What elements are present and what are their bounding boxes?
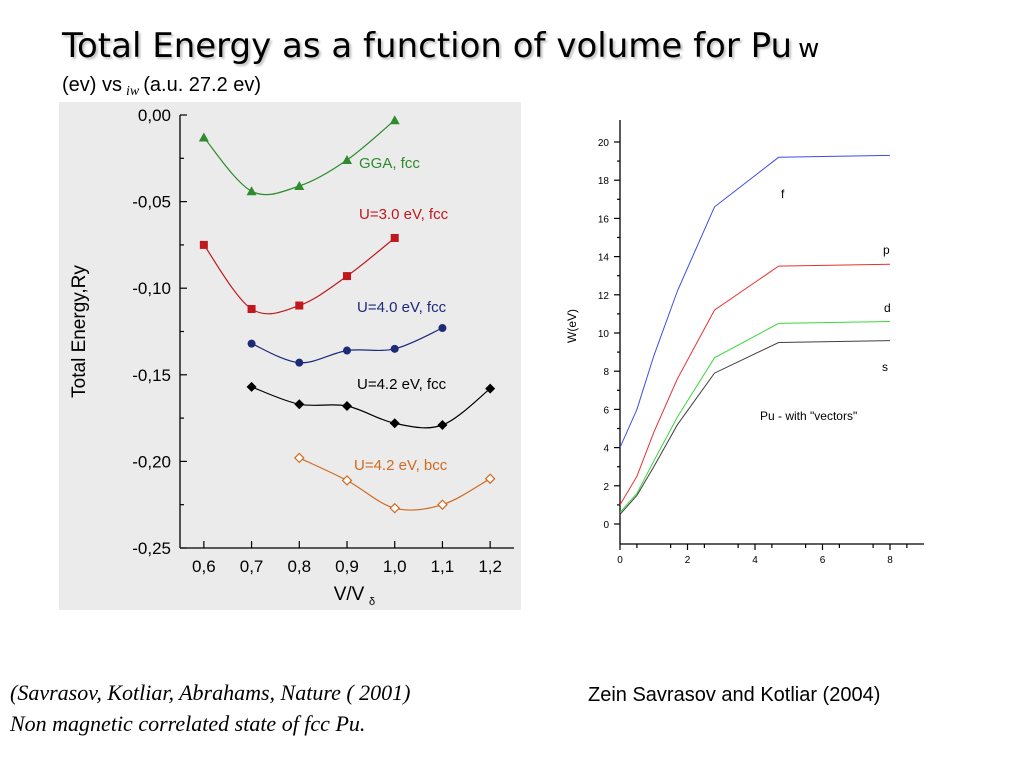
x-axis-title-subscript: δ bbox=[369, 596, 375, 608]
data-point-u-4-0-ev-fcc bbox=[390, 344, 399, 353]
x-axis-title: V/V bbox=[334, 584, 365, 605]
subtitle-pre: (ev) vs bbox=[62, 74, 122, 96]
citation: (Savrasov, Kotliar, Abrahams, Nature ( 2… bbox=[10, 677, 410, 739]
data-point-gga-fcc bbox=[198, 132, 209, 142]
data-point-u-4-0-ev-fcc bbox=[247, 339, 256, 348]
series-line-u-4-2-ev-fcc bbox=[251, 386, 491, 429]
y-axis-title: W(eV) bbox=[565, 309, 579, 343]
x-tick-label: 2 bbox=[685, 555, 691, 566]
plot-background bbox=[59, 102, 521, 610]
y-tick-label: 12 bbox=[598, 291, 610, 302]
energy-volume-chart: 0,00 -0,05 -0,10 -0,15 -0,20 -0,25 0,6 0,7 0,8 0,… bbox=[59, 102, 521, 610]
data-point-u-4-0-ev-fcc bbox=[295, 358, 304, 367]
data-point-u-3-0-ev-fcc bbox=[295, 301, 304, 310]
series-label-u-4-0-ev-fcc: U=4.0 eV, fcc bbox=[357, 299, 447, 316]
y-tick-label: 8 bbox=[603, 367, 609, 378]
data-point-u-3-0-ev-fcc bbox=[343, 272, 351, 281]
data-point-gga-fcc bbox=[389, 115, 400, 125]
data-point-u-4-2-ev-bcc bbox=[293, 452, 305, 464]
x-tick-label: 0,6 bbox=[192, 557, 216, 576]
y-axis-title: Total Energy,Ry bbox=[69, 265, 90, 398]
data-point-u-4-2-ev-fcc bbox=[342, 400, 352, 411]
data-point-u-4-2-ev-fcc bbox=[389, 418, 400, 429]
x-tick-label: 0,7 bbox=[240, 557, 264, 576]
series-label-f: f bbox=[781, 187, 785, 201]
series-label-gga-fcc: GGA, fcc bbox=[359, 155, 420, 172]
data-point-gga-fcc bbox=[246, 186, 257, 196]
y-tick-label: 4 bbox=[603, 444, 609, 455]
data-point-u-3-0-ev-fcc bbox=[247, 304, 256, 313]
data-point-u-4-2-ev-fcc bbox=[246, 381, 257, 392]
y-tick-label: -0,05 bbox=[132, 193, 171, 212]
subtitle-post: (a.u. 27.2 ev) bbox=[143, 74, 262, 96]
y-tick-label: 0,00 bbox=[138, 106, 171, 125]
y-tick-label: -0,20 bbox=[132, 452, 171, 471]
x-tick-label: 8 bbox=[887, 555, 893, 566]
y-tick-label: 16 bbox=[598, 214, 610, 225]
data-point-u-4-2-ev-bcc bbox=[341, 475, 353, 486]
x-tick-label: 0,9 bbox=[335, 557, 359, 576]
y-tick-label: 6 bbox=[603, 405, 609, 416]
y-tick-label: 14 bbox=[598, 253, 610, 264]
y-tick-label: 0 bbox=[603, 520, 609, 531]
data-point-gga-fcc bbox=[342, 155, 352, 165]
y-tick-label: -0,10 bbox=[132, 279, 171, 298]
series-label-p: p bbox=[883, 243, 890, 257]
series-label-u-3-0-ev-fcc: U=3.0 eV, fcc bbox=[359, 206, 449, 223]
x-tick-label: 1,0 bbox=[383, 557, 407, 576]
x-tick-label: 1,2 bbox=[478, 557, 502, 576]
data-point-u-4-2-ev-fcc bbox=[437, 420, 448, 431]
series-line-s bbox=[619, 340, 891, 515]
data-point-u-4-2-ev-bcc bbox=[484, 473, 496, 485]
series-label-s: s bbox=[882, 360, 888, 374]
y-tick-label: 10 bbox=[598, 329, 610, 340]
slide-title-symbol: w bbox=[798, 34, 820, 64]
x-tick-label: 6 bbox=[820, 555, 826, 566]
y-tick-label: 2 bbox=[603, 482, 609, 493]
data-point-u-4-0-ev-fcc bbox=[343, 346, 351, 355]
x-tick-label: 1,1 bbox=[431, 557, 455, 576]
series-line-d bbox=[619, 321, 891, 513]
data-point-u-4-2-ev-bcc bbox=[389, 502, 401, 514]
series-label-u-4-2-ev-fcc: U=4.2 eV, fcc bbox=[357, 376, 447, 393]
data-point-u-4-0-ev-fcc bbox=[438, 324, 447, 333]
y-tick-label: 18 bbox=[598, 176, 610, 187]
data-point-u-4-2-ev-fcc bbox=[485, 383, 496, 394]
data-point-u-3-0-ev-fcc bbox=[390, 233, 399, 242]
series-line-p bbox=[619, 263, 891, 506]
band-w-chart: 0 2 4 6 8 10 12 14 16 18 20 0 2 4 6 8 W(eV) f p d s Pu - with… bbox=[565, 120, 924, 566]
chart-annotation: Pu - with "vectors" bbox=[760, 409, 857, 423]
slide-title-text: Total Energy as a function of volume for… bbox=[62, 26, 793, 66]
x-tick-label: 0 bbox=[617, 555, 623, 566]
y-tick-label: 20 bbox=[598, 138, 610, 149]
subtitle-subscript: iw bbox=[126, 84, 140, 99]
citation-line-2: Non magnetic correlated state of fcc Pu. bbox=[10, 711, 366, 736]
series-line-f bbox=[619, 154, 891, 448]
x-tick-label: 0,8 bbox=[287, 557, 311, 576]
x-tick-label: 4 bbox=[752, 555, 758, 566]
data-point-gga-fcc bbox=[294, 181, 305, 191]
series-label-u-4-2-ev-bcc: U=4.2 eV, bcc bbox=[354, 457, 448, 474]
data-point-u-4-2-ev-bcc bbox=[437, 499, 448, 511]
y-tick-label: -0,25 bbox=[132, 539, 171, 558]
slide-subtitle: (ev) vs iw (a.u. 27.2 ev) bbox=[62, 74, 262, 99]
series-label-d: d bbox=[884, 301, 891, 315]
credit-text: Zein Savrasov and Kotliar (2004) bbox=[588, 684, 881, 706]
slide-title: Total Energy as a function of volume for… bbox=[62, 26, 819, 66]
citation-line-1: (Savrasov, Kotliar, Abrahams, Nature ( 2… bbox=[10, 680, 411, 705]
data-point-u-4-2-ev-fcc bbox=[294, 399, 305, 410]
data-point-u-3-0-ev-fcc bbox=[199, 240, 208, 249]
y-tick-label: -0,15 bbox=[132, 366, 171, 385]
